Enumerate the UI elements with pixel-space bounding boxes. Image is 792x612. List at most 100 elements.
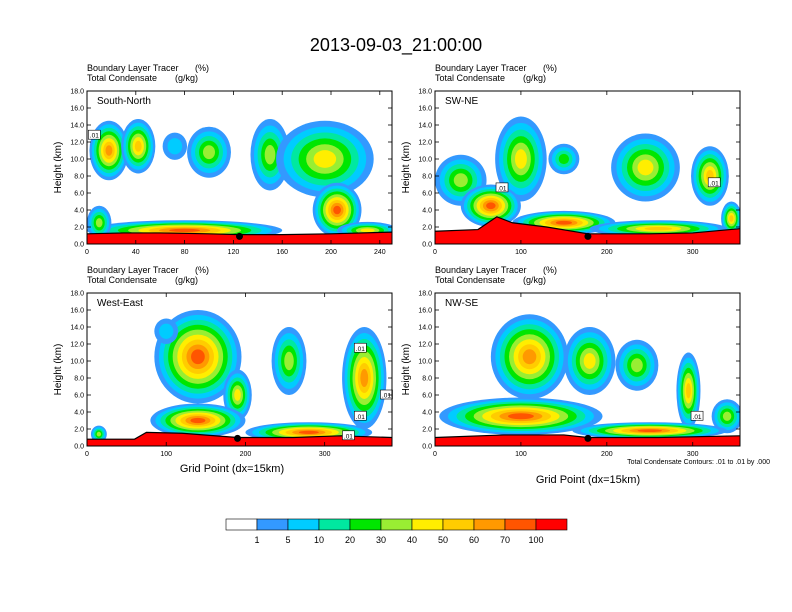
x-tick-label: 300	[687, 451, 699, 458]
colorbar-label-30: 30	[376, 535, 386, 545]
x-tick-label: 240	[374, 249, 386, 256]
colorbar-swatch-2	[287, 518, 320, 531]
tracer-blob-3-level-30	[203, 145, 215, 160]
x-tick-label: 0	[433, 249, 437, 256]
y-tick-label: 6.0	[74, 393, 84, 400]
colorbar-swatch-8	[473, 518, 506, 531]
plot-frame	[434, 292, 741, 447]
panel-title-tracer: Boundary Layer Tracer	[87, 63, 179, 73]
y-tick-label: 16.0	[418, 308, 432, 315]
panels: Boundary Layer Tracer (%) Total Condensate…	[53, 63, 741, 458]
y-tick-label: 2.0	[74, 427, 84, 434]
tracer-blob-0-level-60	[522, 349, 537, 365]
x-tick-label: 300	[687, 249, 699, 256]
y-tick-label: 6.0	[74, 191, 84, 198]
tracer-blob-0-level-70	[191, 349, 205, 365]
panel-units-condensate: (g/kg)	[175, 275, 198, 285]
colorbar-label-100: 100	[528, 535, 543, 545]
panel-title-condensate: Total Condensate	[87, 73, 157, 83]
contour-label-1: .01	[382, 393, 391, 400]
x-axis-label-right: Grid Point (dx=15km)	[536, 474, 640, 486]
colorbar-label-70: 70	[500, 535, 510, 545]
tracer-blob-7-level-40	[360, 228, 375, 233]
y-tick-label: 14.0	[70, 123, 84, 130]
x-tick-label: 0	[433, 451, 437, 458]
colorbar-swatch-10	[535, 518, 568, 531]
colorbar-swatch-6	[411, 518, 444, 531]
contour-label-3: .01	[344, 433, 353, 440]
panel-title-tracer: Boundary Layer Tracer	[87, 265, 179, 275]
colorbar-swatch-0	[225, 518, 258, 531]
contour-label-1: .01	[710, 180, 719, 187]
x-tick-label: 0	[85, 451, 89, 458]
colorbar-label-50: 50	[438, 535, 448, 545]
contour-label-2: .01	[356, 414, 365, 421]
colorbar-swatch-7	[442, 518, 475, 531]
tracer-blob-3-level-30	[284, 351, 294, 371]
colorbar: 1 5 10 20 30 40 50 60 70 100	[225, 518, 568, 545]
terrain-line	[87, 431, 392, 440]
y-tick-label: 2.0	[422, 225, 432, 232]
y-tick-label: 0.0	[74, 444, 84, 451]
tracer-blob-3-level-50	[686, 383, 691, 399]
tracer-blob-1-level-40	[514, 149, 527, 169]
tracer-blob-6-level-70	[637, 429, 662, 433]
terrain-line	[87, 231, 392, 236]
y-tick-label: 0.0	[422, 444, 432, 451]
y-tick-label: 0.0	[422, 242, 432, 249]
y-tick-label: 0.0	[74, 242, 84, 249]
tracer-blob-4-level-60	[360, 369, 369, 387]
contour-label-0: .01	[497, 185, 506, 192]
panel-units-condensate: (g/kg)	[175, 73, 198, 83]
y-axis-label: Height (km)	[53, 142, 64, 194]
contour-label-box-3	[342, 430, 355, 441]
x-tick-label: 160	[276, 249, 288, 256]
contour-label-box-0	[690, 410, 704, 421]
y-tick-label: 12.0	[418, 342, 432, 349]
surface-layer	[435, 216, 740, 244]
plot-frame	[434, 90, 741, 245]
tracer-blob-1-level-50	[134, 140, 142, 152]
tracer-blob-3-level-40	[637, 159, 654, 176]
tracer-blob-5-level-50	[729, 215, 734, 222]
colorbar-swatch-4	[349, 518, 382, 531]
tracer-blob-7-level-30	[96, 431, 102, 437]
panel-title-tracer: Boundary Layer Tracer	[435, 265, 527, 275]
y-tick-label: 18.0	[418, 291, 432, 298]
y-tick-label: 8.0	[74, 174, 84, 181]
y-tick-label: 12.0	[418, 140, 432, 147]
panel-units-tracer: (%)	[195, 63, 209, 73]
y-tick-label: 12.0	[70, 140, 84, 147]
location-marker	[584, 434, 592, 442]
x-axis-label-left: Grid Point (dx=15km)	[180, 463, 284, 475]
y-tick-label: 8.0	[74, 376, 84, 383]
colorbar-swatch-3	[318, 518, 351, 531]
tracer-blob-7-level-70	[555, 220, 573, 225]
panel-title-condensate: Total Condensate	[435, 275, 505, 285]
tracer-blob-2-level-20	[558, 153, 570, 165]
y-tick-label: 10.0	[418, 157, 432, 164]
y-tick-label: 18.0	[70, 89, 84, 96]
colorbar-label-60: 60	[469, 535, 479, 545]
tracer-blob-1-level-40	[234, 389, 241, 401]
tracer-blob-2-level-5	[167, 138, 183, 155]
tracer-blob-6-level-70	[298, 430, 319, 435]
y-tick-label: 2.0	[422, 427, 432, 434]
y-axis-label: Height (km)	[401, 344, 412, 396]
y-tick-label: 4.0	[74, 410, 84, 417]
panel-west-east: Boundary Layer Tracer (%) Total Condensate…	[53, 265, 393, 458]
y-tick-label: 14.0	[70, 325, 84, 332]
y-tick-label: 10.0	[418, 359, 432, 366]
x-tick-label: 100	[515, 249, 527, 256]
y-tick-label: 16.0	[418, 106, 432, 113]
y-tick-label: 4.0	[422, 208, 432, 215]
x-tick-label: 300	[319, 451, 331, 458]
y-tick-label: 4.0	[74, 208, 84, 215]
panel-title-condensate: Total Condensate	[435, 73, 505, 83]
tracer-field	[439, 314, 740, 440]
panel-label: SW-NE	[445, 96, 478, 107]
panel-units-tracer: (%)	[543, 63, 557, 73]
x-tick-label: 40	[132, 249, 140, 256]
y-tick-label: 14.0	[418, 123, 432, 130]
x-tick-label: 200	[601, 451, 613, 458]
